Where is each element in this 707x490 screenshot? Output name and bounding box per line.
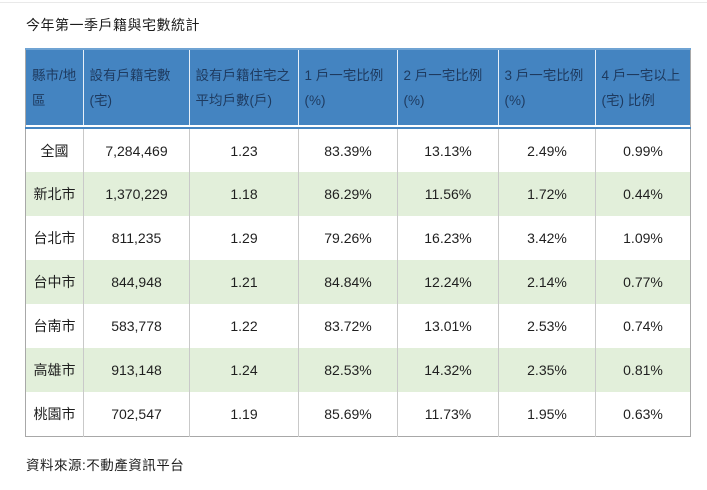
column-header-ratio-1: 1 戶一宅比例(%) xyxy=(298,48,398,129)
table-cell: 0.77% xyxy=(595,260,691,304)
table-cell: 11.56% xyxy=(397,172,499,216)
region-cell: 台北市 xyxy=(25,216,84,260)
table-cell: 1.23 xyxy=(189,128,299,172)
table-row-nationwide: 全國 7,284,469 1.23 83.39% 13.13% 2.49% 0.… xyxy=(25,128,691,172)
table-cell: 1.19 xyxy=(189,392,299,436)
table-cell: 1.24 xyxy=(189,348,299,392)
table-cell: 0.74% xyxy=(595,304,691,348)
table-cell: 1.29 xyxy=(189,216,299,260)
table-cell: 1.21 xyxy=(189,260,299,304)
region-cell: 台中市 xyxy=(25,260,84,304)
region-cell: 高雄市 xyxy=(25,348,84,392)
table-row-taichung: 台中市 844,948 1.21 84.84% 12.24% 2.14% 0.7… xyxy=(25,260,691,304)
table-cell: 2.49% xyxy=(498,128,596,172)
table-cell: 13.13% xyxy=(397,128,499,172)
table-cell: 583,778 xyxy=(83,304,190,348)
column-header-ratio-2: 2 戶一宅比例(%) xyxy=(397,48,499,129)
table-cell: 702,547 xyxy=(83,392,190,436)
table-cell: 85.69% xyxy=(298,392,398,436)
region-cell: 全國 xyxy=(25,128,84,172)
table-cell: 83.72% xyxy=(298,304,398,348)
data-source: 資料來源:不動產資訊平台 xyxy=(26,457,185,473)
column-header-avg-households: 設有戶籍住宅之平均戶數(戶) xyxy=(189,48,299,129)
header-row: 縣市/地區 設有戶籍宅數(宅) 設有戶籍住宅之平均戶數(戶) 1 戶一宅比例(%… xyxy=(25,48,691,129)
table-cell: 0.99% xyxy=(595,128,691,172)
top-divider xyxy=(0,2,707,3)
table-cell: 0.81% xyxy=(595,348,691,392)
table-cell: 1.72% xyxy=(498,172,596,216)
column-header-ratio-3: 3 戶一宅比例(%) xyxy=(498,48,596,129)
table-cell: 0.44% xyxy=(595,172,691,216)
table-cell: 14.32% xyxy=(397,348,499,392)
table-cell: 2.14% xyxy=(498,260,596,304)
column-header-registered-dwellings: 設有戶籍宅數(宅) xyxy=(83,48,190,129)
table-row-taoyuan: 桃園市 702,547 1.19 85.69% 11.73% 1.95% 0.6… xyxy=(25,392,691,436)
table-cell: 83.39% xyxy=(298,128,398,172)
table-row-tainan: 台南市 583,778 1.22 83.72% 13.01% 2.53% 0.7… xyxy=(25,304,691,348)
region-cell: 桃園市 xyxy=(25,392,84,436)
page-title: 今年第一季戶籍與宅數統計 xyxy=(26,17,200,33)
table-cell: 2.53% xyxy=(498,304,596,348)
table-cell: 3.42% xyxy=(498,216,596,260)
table-cell: 16.23% xyxy=(397,216,499,260)
table-cell: 11.73% xyxy=(397,392,499,436)
table-cell: 1.18 xyxy=(189,172,299,216)
table-cell: 1,370,229 xyxy=(83,172,190,216)
table-cell: 811,235 xyxy=(83,216,190,260)
table-cell: 844,948 xyxy=(83,260,190,304)
table-row-kaohsiung: 高雄市 913,148 1.24 82.53% 14.32% 2.35% 0.8… xyxy=(25,348,691,392)
table-cell: 1.95% xyxy=(498,392,596,436)
table-cell: 13.01% xyxy=(397,304,499,348)
region-cell: 新北市 xyxy=(25,172,84,216)
column-header-region: 縣市/地區 xyxy=(25,48,84,129)
table-cell: 1.09% xyxy=(595,216,691,260)
column-header-ratio-4plus: 4 戶一宅以上(宅) 比例 xyxy=(595,48,691,129)
table-cell: 86.29% xyxy=(298,172,398,216)
housing-statistics-table: 縣市/地區 設有戶籍宅數(宅) 設有戶籍住宅之平均戶數(戶) 1 戶一宅比例(%… xyxy=(25,48,691,437)
table-row-new-taipei: 新北市 1,370,229 1.18 86.29% 11.56% 1.72% 0… xyxy=(25,172,691,216)
table-cell: 84.84% xyxy=(298,260,398,304)
table-cell: 7,284,469 xyxy=(83,128,190,172)
table-cell: 1.22 xyxy=(189,304,299,348)
table-cell: 82.53% xyxy=(298,348,398,392)
region-cell: 台南市 xyxy=(25,304,84,348)
table-cell: 79.26% xyxy=(298,216,398,260)
table-cell: 2.35% xyxy=(498,348,596,392)
table-row-taipei: 台北市 811,235 1.29 79.26% 16.23% 3.42% 1.0… xyxy=(25,216,691,260)
table-cell: 913,148 xyxy=(83,348,190,392)
table-cell: 0.63% xyxy=(595,392,691,436)
table-cell: 12.24% xyxy=(397,260,499,304)
